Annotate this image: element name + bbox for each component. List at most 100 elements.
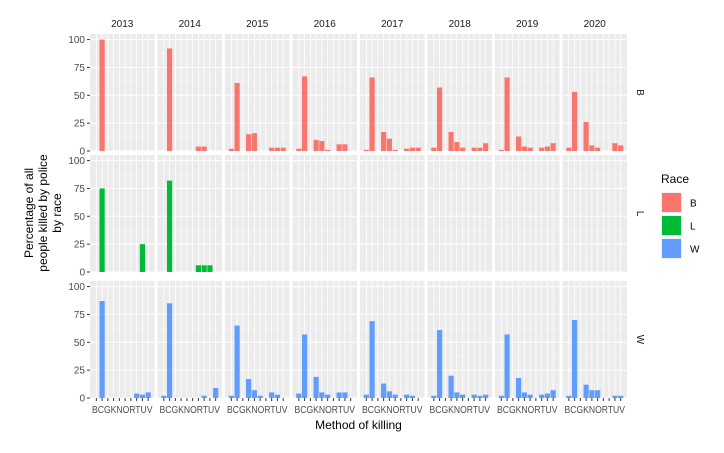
bar [234, 325, 240, 398]
bar [313, 376, 319, 398]
panel-background [292, 155, 357, 272]
bar [195, 146, 201, 151]
bar [201, 265, 207, 272]
column-strip-label: 2015 [246, 19, 269, 30]
bar [319, 392, 325, 398]
x-tick-label: BCGKNORTUV [295, 405, 356, 416]
bar [460, 394, 466, 398]
bar [99, 39, 105, 152]
bar [454, 142, 460, 151]
bar [274, 147, 280, 151]
bar [409, 147, 415, 151]
bar [325, 149, 331, 151]
column-strip-label: 2020 [584, 19, 607, 30]
bar [454, 392, 460, 398]
y-tick-label: 100 [68, 282, 85, 293]
panel-background [495, 155, 560, 272]
bar [161, 395, 167, 398]
bar [521, 146, 527, 151]
panel-background [225, 155, 290, 272]
bar [207, 265, 213, 272]
x-tick-label: BCGKNORTUV [92, 405, 153, 416]
bar [381, 132, 387, 151]
row-strip-label: W [634, 335, 645, 345]
bar [274, 394, 280, 398]
bar [527, 147, 533, 151]
bar [99, 301, 105, 398]
legend-title: Race [661, 172, 689, 186]
column-strip-label: 2017 [381, 19, 404, 30]
bar [313, 139, 319, 151]
bar [618, 145, 624, 151]
bar [544, 393, 550, 398]
bar [228, 395, 234, 398]
x-axis-title: Method of killing [315, 418, 402, 432]
bar [521, 392, 527, 398]
y-tick-label: 75 [74, 310, 86, 321]
legend-label: B [690, 199, 697, 210]
x-tick-label: BCGKNORTUV [497, 405, 558, 416]
bar [471, 394, 477, 398]
y-tick-label: 75 [74, 63, 86, 74]
bar [167, 303, 173, 398]
bar [527, 394, 533, 398]
bar [448, 132, 454, 151]
bar [234, 83, 240, 151]
bar [167, 180, 173, 272]
y-axis-title-line: by race [50, 193, 64, 233]
bar [566, 395, 572, 398]
bar [392, 149, 398, 151]
bar [213, 387, 219, 398]
bar [544, 146, 550, 151]
bar [498, 395, 504, 398]
bar [167, 48, 173, 151]
bar [296, 393, 302, 398]
legend-key-swatch [662, 239, 681, 258]
bar [550, 390, 556, 398]
bar [280, 147, 286, 151]
bar [386, 391, 392, 398]
bar [415, 147, 421, 151]
bar [269, 147, 275, 151]
y-tick-label: 100 [68, 156, 85, 167]
y-tick-label: 50 [74, 91, 86, 102]
x-tick-label: BCGKNORTUV [227, 405, 288, 416]
bar [460, 147, 466, 151]
bar [498, 149, 504, 151]
bar [296, 148, 302, 151]
bar [583, 384, 589, 398]
bar [431, 395, 437, 398]
column-strip-label: 2016 [314, 19, 337, 30]
x-tick-label: BCGKNORTUV [160, 405, 221, 416]
bar [409, 395, 415, 398]
y-tick-label: 0 [79, 394, 85, 405]
bar [477, 147, 483, 151]
y-axis-title-line: Percentage of all [22, 168, 36, 258]
bar [302, 76, 308, 151]
bar [595, 390, 601, 398]
bar [336, 392, 342, 398]
bar [139, 394, 145, 398]
y-tick-label: 75 [74, 184, 86, 195]
bar [572, 320, 578, 398]
bar [539, 394, 545, 398]
bar [302, 334, 308, 398]
bar [195, 265, 201, 272]
bar [99, 188, 105, 272]
bar [246, 134, 252, 151]
y-tick-label: 25 [74, 366, 86, 377]
bar [201, 146, 207, 151]
x-tick-label: BCGKNORTUV [430, 405, 491, 416]
row-strip-label: B [634, 89, 645, 96]
bar [246, 379, 252, 398]
bar [612, 143, 618, 151]
bar [251, 390, 257, 398]
bar [572, 91, 578, 151]
bar [437, 87, 443, 151]
bar [201, 395, 207, 398]
y-tick-label: 100 [68, 35, 85, 46]
bar [516, 377, 522, 398]
bar [381, 383, 387, 398]
bar [404, 148, 410, 151]
legend-label: W [690, 245, 700, 256]
